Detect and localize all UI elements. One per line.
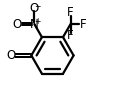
Text: F: F [67, 6, 74, 19]
Text: N: N [30, 18, 39, 31]
Text: F: F [67, 29, 74, 42]
Text: +: + [35, 17, 41, 26]
Text: O: O [12, 18, 21, 31]
Text: −: − [35, 2, 41, 11]
Text: F: F [80, 18, 87, 31]
Text: O: O [7, 49, 16, 62]
Text: O: O [30, 2, 39, 15]
